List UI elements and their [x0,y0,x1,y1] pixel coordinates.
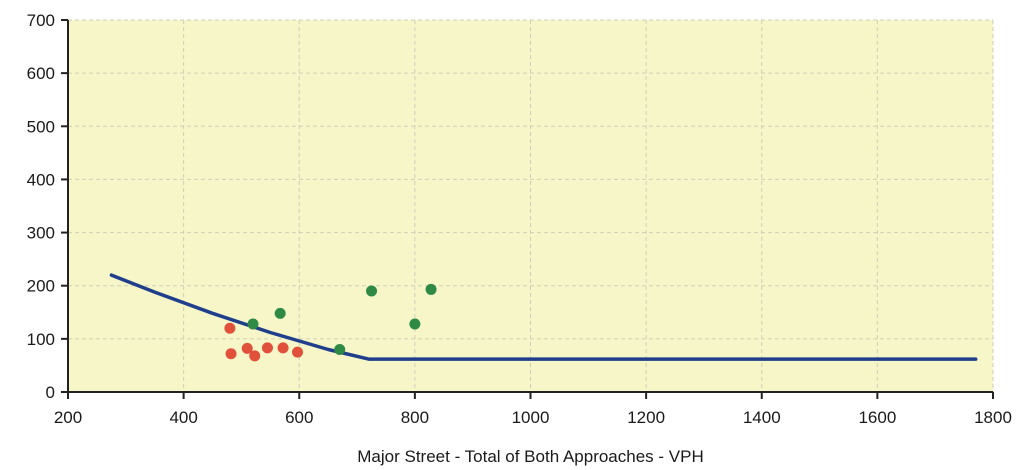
x-tick-label: 400 [169,408,197,427]
red-data-point [224,322,236,334]
axes [61,19,994,399]
x-tick-label: 1000 [512,408,550,427]
x-axis-title: Major Street - Total of Both Approaches … [357,447,703,466]
gridlines [68,19,994,392]
y-tick-label: 400 [27,170,55,189]
y-tick-label: 700 [27,11,55,30]
red-data-point [292,346,304,358]
y-tick-label: 500 [27,117,55,136]
y-tick-label: 300 [27,224,55,243]
red-data-point [241,342,253,354]
x-tick-labels: 200 400 600 800 1000 1200 1400 1600 1800 [54,408,1012,427]
x-tick-label: 600 [285,408,313,427]
red-data-point [225,348,237,360]
x-tick-label: 200 [54,408,82,427]
red-data-point [277,342,289,354]
x-tick-label: 1400 [743,408,781,427]
y-tick-label: 100 [27,330,55,349]
y-tick-labels: 0 100 200 300 400 500 600 700 [27,11,55,402]
green-data-point [366,285,378,297]
x-tick-label: 1200 [627,408,665,427]
red-data-point [249,350,261,362]
threshold-curve [109,273,978,361]
x-tick-label: 800 [401,408,429,427]
green-data-point [247,318,259,330]
green-data-point [274,307,286,319]
x-tick-label: 1800 [974,408,1012,427]
red-data-point [261,342,273,354]
y-tick-label: 600 [27,64,55,83]
y-tick-label: 0 [46,383,55,402]
green-data-point [334,343,346,355]
data-series [109,273,978,362]
green-data-point [425,283,437,295]
y-tick-label: 200 [27,277,55,296]
green-data-point [409,318,421,330]
x-tick-label: 1600 [858,408,896,427]
